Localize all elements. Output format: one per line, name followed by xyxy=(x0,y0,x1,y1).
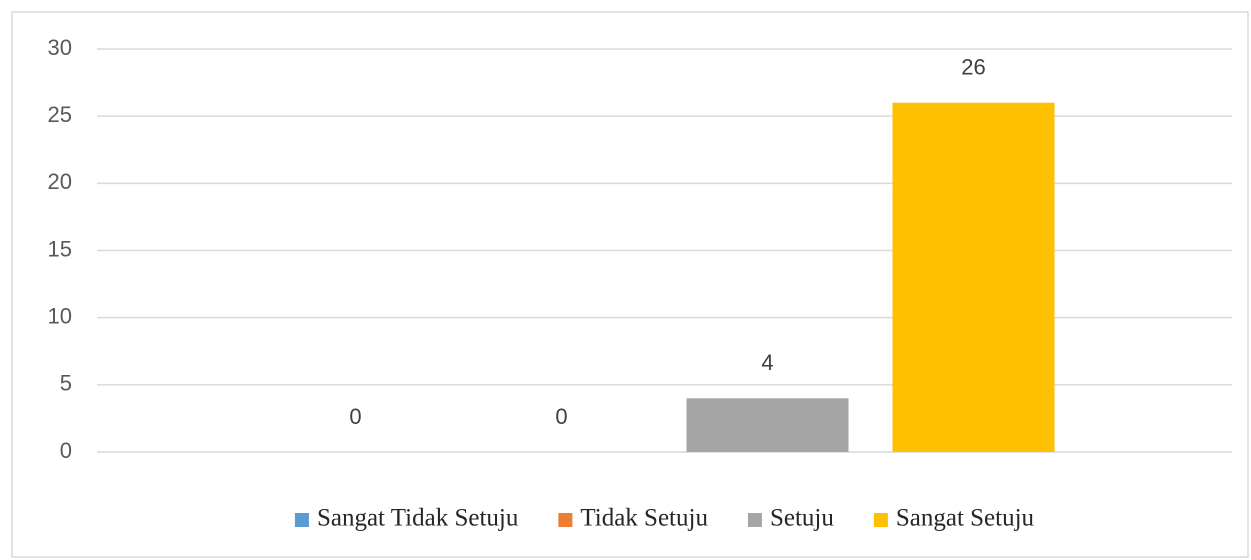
y-tick-label: 30 xyxy=(48,35,72,60)
y-tick-label: 5 xyxy=(60,371,72,396)
data-label: 26 xyxy=(961,55,985,80)
legend-swatch xyxy=(747,513,762,527)
y-tick-label: 25 xyxy=(48,102,72,127)
y-tick-label: 0 xyxy=(60,438,72,463)
legend-label: Setuju xyxy=(770,505,834,532)
legend-swatch xyxy=(294,513,309,527)
data-label: 0 xyxy=(555,404,567,429)
legend-label: Sangat Tidak Setuju xyxy=(317,505,519,532)
legend-swatch xyxy=(873,513,888,527)
legend-label: Tidak Setuju xyxy=(580,505,708,532)
legend-label: Sangat Setuju xyxy=(896,505,1035,532)
data-label: 4 xyxy=(761,350,773,375)
legend-swatch xyxy=(558,513,573,527)
bar xyxy=(686,398,849,452)
data-label: 0 xyxy=(349,404,361,429)
y-tick-label: 10 xyxy=(48,303,72,328)
bar xyxy=(892,102,1055,452)
y-tick-label: 15 xyxy=(48,236,72,261)
y-tick-label: 20 xyxy=(48,169,72,194)
chart-frame xyxy=(11,11,1249,558)
